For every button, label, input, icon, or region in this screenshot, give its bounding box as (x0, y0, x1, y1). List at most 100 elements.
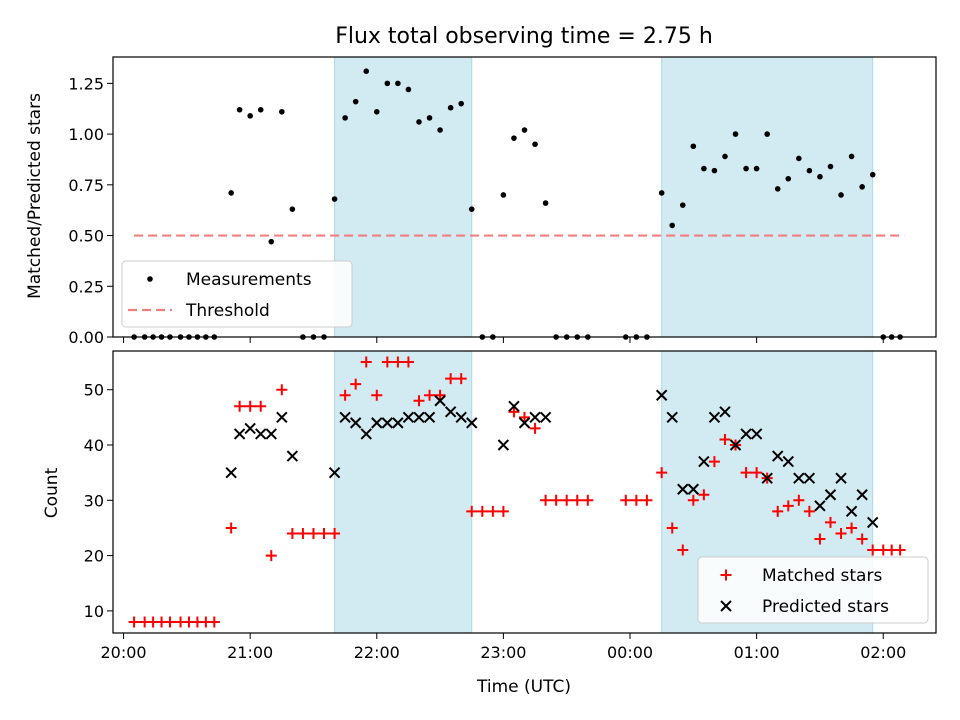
data-point (437, 127, 443, 133)
data-point (508, 400, 520, 413)
data-point (701, 165, 707, 172)
x-tick-label: 01:00 (734, 643, 780, 662)
data-point (732, 131, 739, 137)
data-point (740, 467, 752, 479)
data-point (244, 422, 256, 435)
data-point (729, 439, 742, 451)
data-point (529, 422, 541, 434)
data-point (677, 483, 689, 495)
data-point (785, 175, 792, 182)
top-axes-frame (112, 56, 937, 338)
data-point (838, 192, 844, 198)
data-point (894, 544, 906, 556)
data-point (532, 141, 538, 148)
data-point (233, 428, 246, 440)
data-point (542, 200, 549, 206)
data-point (352, 98, 359, 105)
legend-item: Matched stars (720, 566, 882, 586)
x-tick-label: 00:00 (607, 643, 653, 662)
data-point (373, 108, 380, 115)
data-point (392, 356, 404, 368)
data-point (508, 406, 520, 418)
data-point (848, 153, 855, 160)
data-point (497, 505, 509, 517)
data-point (796, 155, 802, 162)
legend-item: Predicted stars (720, 597, 889, 617)
data-point (620, 494, 632, 506)
data-point (859, 184, 865, 190)
data-point (468, 206, 475, 212)
data-point (458, 100, 464, 107)
data-point (750, 428, 763, 440)
y-tick-label: 10 (84, 602, 104, 621)
data-point (413, 395, 425, 407)
data-point (511, 135, 517, 141)
data-point (529, 411, 541, 424)
data-point (255, 428, 267, 440)
data-point (793, 494, 805, 506)
data-point (384, 80, 391, 87)
data-point (381, 417, 394, 429)
data-point (743, 165, 749, 172)
bottom-y-axis-label: Count (42, 467, 62, 518)
data-point (444, 406, 457, 418)
data-point (497, 439, 510, 451)
data-point (339, 411, 351, 424)
bottom-axes-frame (112, 350, 937, 634)
data-point (824, 516, 836, 528)
y-tick-label: 0.00 (68, 328, 104, 347)
data-point (803, 472, 816, 484)
y-tick-label: 30 (84, 491, 104, 510)
legend-label: Measurements (186, 270, 312, 290)
data-point (392, 417, 404, 429)
data-point (476, 505, 488, 517)
data-point (856, 533, 868, 545)
y-tick-label: 0.75 (68, 176, 104, 195)
data-point (423, 411, 436, 424)
data-point (698, 455, 710, 468)
data-point (656, 467, 668, 479)
data-point (395, 80, 401, 87)
legend-item: Threshold (128, 301, 270, 321)
data-point (708, 411, 721, 424)
data-point (666, 522, 678, 534)
chart-title: Flux total observing time = 2.75 h (335, 24, 713, 49)
data-point (307, 527, 319, 539)
data-point (286, 450, 299, 462)
data-point (751, 467, 763, 479)
data-point (793, 472, 805, 484)
data-point (402, 356, 414, 368)
bottom-legend: Matched stars Predicted stars (697, 556, 929, 624)
data-point (265, 428, 277, 440)
data-point (500, 192, 507, 198)
data-point (772, 505, 784, 517)
legend-marker (720, 600, 732, 612)
data-point (630, 494, 642, 506)
x-tick-label: 21:00 (227, 643, 273, 662)
data-point (255, 400, 267, 412)
data-point (164, 616, 176, 628)
data-point (371, 389, 383, 401)
data-point (234, 400, 246, 412)
data-point (268, 238, 275, 245)
data-point (679, 202, 686, 208)
data-point (466, 417, 478, 429)
data-point (434, 389, 446, 401)
data-point (402, 411, 415, 424)
data-point (455, 373, 467, 385)
data-point (447, 104, 454, 111)
data-point (869, 171, 876, 178)
data-point (519, 411, 530, 423)
data-point (276, 384, 288, 396)
bottom-series-matched-stars (128, 356, 906, 628)
legend-label: Matched stars (762, 566, 882, 586)
data-point (318, 527, 330, 539)
data-point (360, 428, 372, 440)
data-point (655, 389, 668, 401)
data-point (371, 417, 383, 429)
data-point (405, 86, 412, 93)
data-point (228, 190, 234, 196)
data-point (827, 163, 834, 170)
y-tick-label: 1.00 (68, 125, 104, 144)
data-point (690, 143, 697, 150)
